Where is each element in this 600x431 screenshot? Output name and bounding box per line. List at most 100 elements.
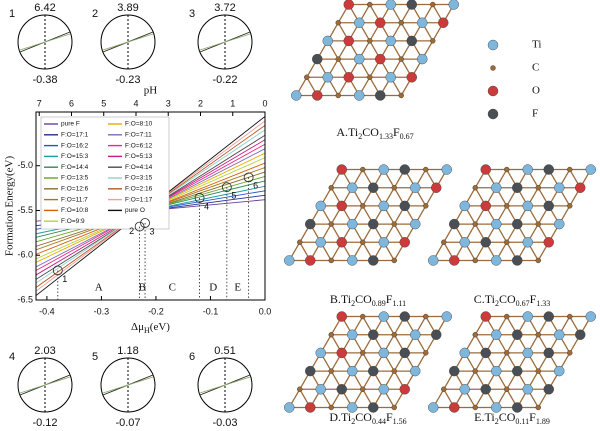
atom <box>585 164 596 175</box>
atom-legend-marker <box>487 85 499 97</box>
atom <box>385 0 396 10</box>
atom <box>428 255 439 266</box>
atom <box>512 182 523 193</box>
atom <box>335 20 341 26</box>
x-axis-label-part: Δμ <box>131 321 144 333</box>
x-axis-label: ΔμH(eV) <box>131 321 170 336</box>
legend-label: F:O=1:17 <box>125 196 153 203</box>
atom <box>504 166 510 173</box>
atom <box>328 257 334 264</box>
structure-label-part: D.Ti <box>329 410 352 424</box>
atom <box>567 313 573 320</box>
legend-label: F:O=5:13 <box>125 153 153 160</box>
atom <box>480 347 491 359</box>
structure-label: C.Ti2CO0.67F1.33 <box>474 292 551 309</box>
atom <box>449 218 460 230</box>
atom <box>431 182 442 193</box>
structure-label: D.Ti2CO0.44F1.56 <box>329 410 406 427</box>
structure-label: B.Ti2CO0.89F1.11 <box>330 292 406 309</box>
atom <box>378 164 389 175</box>
atom <box>305 402 316 413</box>
structure-label-part: F <box>386 292 393 306</box>
atom <box>459 384 470 395</box>
structure-label-part: 1.56 <box>393 417 407 426</box>
point-label: 3 <box>150 226 155 236</box>
atom <box>441 239 447 245</box>
atom <box>472 404 478 411</box>
atom <box>491 255 502 266</box>
inset-ph: 6.42 <box>34 2 55 14</box>
atom <box>472 332 478 338</box>
inset-index: 6 <box>189 351 195 363</box>
atom <box>398 56 404 62</box>
x2-tick-label: 0 <box>262 98 267 108</box>
atom <box>391 368 397 374</box>
atom <box>480 164 491 175</box>
atom <box>360 239 366 245</box>
atom <box>336 237 347 248</box>
structure-label-part: 0.11 <box>515 417 529 426</box>
atom <box>312 90 323 101</box>
x2-tick-label: 1 <box>230 98 235 108</box>
legend-label: F:O=14:4 <box>61 164 89 171</box>
atom <box>347 402 358 413</box>
atom <box>480 237 491 248</box>
atom-legend-label: O <box>532 85 540 97</box>
atom <box>406 72 417 83</box>
atom <box>491 218 502 230</box>
atom <box>347 218 358 230</box>
inset-index: 5 <box>92 351 98 363</box>
atom <box>441 164 452 175</box>
atom <box>423 313 429 320</box>
structure-panel <box>284 164 452 266</box>
atom <box>417 17 428 28</box>
atom <box>522 200 533 212</box>
atom <box>554 365 565 377</box>
x2-tick-label: 3 <box>166 98 171 108</box>
atom <box>438 17 449 28</box>
atom <box>459 237 470 248</box>
intersection-point <box>140 218 150 228</box>
atom <box>391 185 397 191</box>
y-tick-label: -5.5 <box>17 205 33 215</box>
point-label: 1 <box>62 274 67 284</box>
structure-label-part: F <box>386 410 393 424</box>
atom <box>512 365 523 377</box>
structure-label-part: 0.67 <box>400 132 414 141</box>
atom <box>491 329 502 340</box>
y-tick-label: -6.5 <box>17 294 33 304</box>
structure-label-part: A.Ti <box>336 125 359 139</box>
structure-label-part: F <box>393 125 400 139</box>
structure-label-part: 0.67 <box>516 299 530 308</box>
atom <box>535 221 541 227</box>
inset-ph: 0.51 <box>214 345 235 357</box>
atom <box>391 404 397 411</box>
legend-label: pure F <box>61 121 80 128</box>
atom-legend-marker <box>487 39 499 51</box>
atom <box>368 402 379 413</box>
legend-label: F:O=13:5 <box>61 175 89 182</box>
inset-mu: -0.38 <box>32 74 57 86</box>
structure-label-part: CO <box>362 125 379 139</box>
atom <box>575 182 586 193</box>
inset-mu: -0.12 <box>32 417 57 429</box>
inset-ph: 2.03 <box>34 345 55 357</box>
structure-label-part: CO <box>355 292 372 306</box>
atom <box>297 239 303 245</box>
region-label: E <box>234 282 241 294</box>
inset-mu: -0.07 <box>115 417 140 429</box>
atom <box>504 386 510 392</box>
atom <box>535 257 541 264</box>
legend-label: F:O=15:3 <box>61 153 89 160</box>
structure-label-part: 2 <box>351 417 355 426</box>
x2-tick-label: 5 <box>101 98 106 108</box>
atom <box>423 203 429 209</box>
atom <box>522 164 533 175</box>
atom <box>472 221 478 227</box>
atom <box>459 347 470 359</box>
atom <box>375 17 386 28</box>
atom <box>375 53 386 65</box>
structure-label-part: 2 <box>358 132 362 141</box>
atom <box>391 257 397 264</box>
inset-ph: 3.72 <box>214 2 235 14</box>
